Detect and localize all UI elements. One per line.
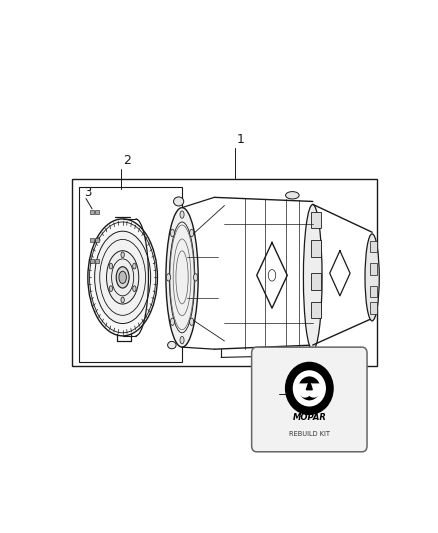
Ellipse shape xyxy=(166,207,198,347)
Bar xyxy=(371,286,377,297)
Text: 1: 1 xyxy=(237,133,244,146)
Ellipse shape xyxy=(116,266,129,288)
Bar xyxy=(95,209,99,214)
Ellipse shape xyxy=(286,191,299,199)
Polygon shape xyxy=(298,384,312,397)
Bar xyxy=(78,187,182,361)
Ellipse shape xyxy=(121,252,124,257)
Bar xyxy=(90,209,94,214)
Ellipse shape xyxy=(180,336,184,344)
Bar xyxy=(90,238,94,243)
Ellipse shape xyxy=(293,370,326,407)
Ellipse shape xyxy=(121,297,124,303)
Bar xyxy=(311,302,321,318)
Bar xyxy=(311,212,321,228)
Bar xyxy=(95,238,99,243)
Ellipse shape xyxy=(285,362,334,415)
Ellipse shape xyxy=(180,211,184,219)
Bar xyxy=(371,263,377,275)
Polygon shape xyxy=(307,381,312,390)
Ellipse shape xyxy=(173,197,184,206)
Bar xyxy=(311,273,321,290)
Bar xyxy=(95,259,99,263)
Ellipse shape xyxy=(166,273,170,281)
Ellipse shape xyxy=(194,273,198,281)
Text: 2: 2 xyxy=(123,155,131,167)
Bar xyxy=(311,240,321,257)
Ellipse shape xyxy=(109,263,113,269)
Ellipse shape xyxy=(365,234,379,321)
Ellipse shape xyxy=(298,376,320,400)
Ellipse shape xyxy=(106,251,139,304)
Ellipse shape xyxy=(304,205,322,350)
Ellipse shape xyxy=(190,229,194,237)
Text: 4: 4 xyxy=(293,389,300,402)
Text: 3: 3 xyxy=(85,185,92,199)
Ellipse shape xyxy=(170,229,174,237)
Ellipse shape xyxy=(88,219,157,336)
Ellipse shape xyxy=(109,286,113,292)
Ellipse shape xyxy=(168,342,176,349)
Text: MOPAR: MOPAR xyxy=(293,414,326,423)
FancyBboxPatch shape xyxy=(251,347,367,452)
Text: REBUILD KIT: REBUILD KIT xyxy=(289,431,330,437)
Bar xyxy=(90,259,94,263)
Ellipse shape xyxy=(190,318,194,326)
Bar xyxy=(371,302,377,314)
Ellipse shape xyxy=(170,318,174,326)
Bar xyxy=(72,179,377,366)
Ellipse shape xyxy=(133,286,136,292)
Polygon shape xyxy=(307,384,321,397)
Bar xyxy=(371,241,377,252)
Ellipse shape xyxy=(133,263,136,269)
Ellipse shape xyxy=(95,231,151,324)
Ellipse shape xyxy=(119,271,127,284)
